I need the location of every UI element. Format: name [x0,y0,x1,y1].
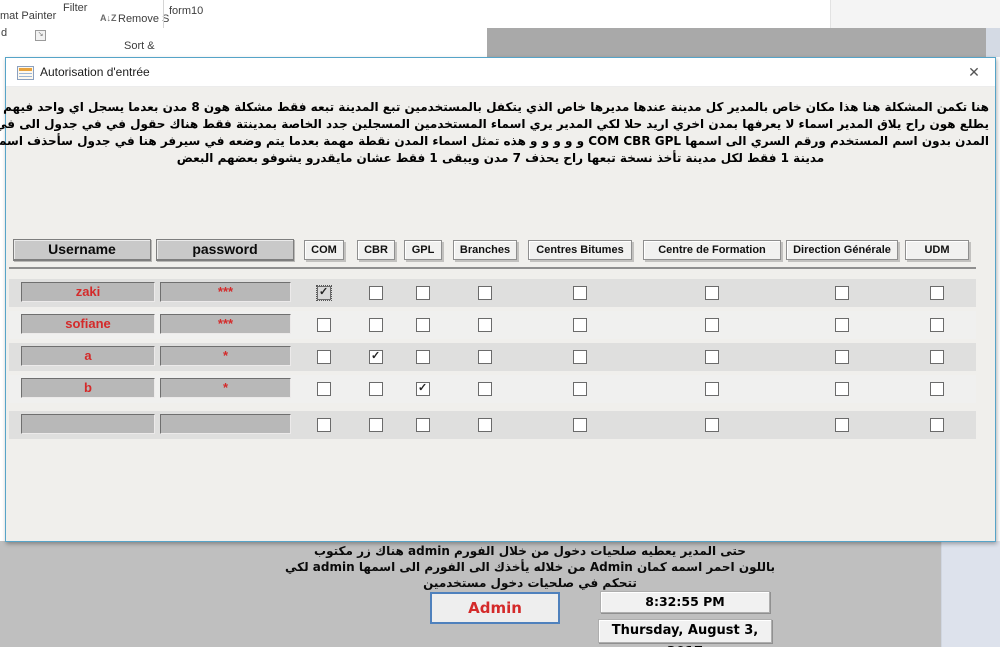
checkbox-com[interactable] [317,318,331,332]
checkbox-centre-de-formation[interactable] [705,382,719,396]
date-display: Thursday, August 3, 2017 [598,619,772,647]
checkbox-cbr[interactable] [369,286,383,300]
checkbox-direction-générale[interactable] [835,418,849,432]
password-column-header[interactable]: password [156,239,294,261]
intro-text: هنا تكمن المشكلة هنا هذا مكان خاص بالمدي… [0,99,989,167]
checkbox-gpl[interactable] [416,418,430,432]
workspace-right-strip [941,541,1000,647]
checkbox-gpl[interactable] [416,318,430,332]
text-line: باللون احمر اسمه كمان Admin من خلاله يأخ… [284,560,776,574]
checkbox-com[interactable] [317,350,331,364]
username-column-header[interactable]: Username [13,239,151,261]
filter-button[interactable]: Filter [63,2,88,14]
checkbox-centres-bitumes[interactable] [573,318,587,332]
checkbox-centres-bitumes[interactable] [573,286,587,300]
checkbox-cbr[interactable] [369,382,383,396]
column-header-centres-bitumes[interactable]: Centres Bitumes [528,240,632,260]
text-line: حتى المدير يعطيه صلحيات دخول من خلال الف… [314,544,746,558]
format-painter-label[interactable]: mat Painter [0,10,57,22]
text-line: تتحكم في صلحيات دخول مستخدمين [423,576,637,590]
checkbox-gpl[interactable] [416,381,430,396]
checkbox-cbr[interactable] [369,349,383,364]
checkbox-centres-bitumes[interactable] [573,418,587,432]
password-field[interactable]: * [160,346,291,366]
table-row: sofiane *** [9,311,976,339]
checkbox-cbr[interactable] [369,318,383,332]
checkbox-branches[interactable] [478,382,492,396]
checkbox-branches[interactable] [478,418,492,432]
admin-note-text: حتى المدير يعطيه صلحيات دخول من خلال الف… [230,543,830,591]
password-field[interactable]: *** [160,282,291,302]
checkbox-udm[interactable] [930,286,944,300]
checkbox-direction-générale[interactable] [835,318,849,332]
checkbox-centre-de-formation[interactable] [705,418,719,432]
text-line: هنا تكمن المشكلة هنا هذا مكان خاص بالمدي… [0,100,989,114]
remove-sort-icon: A↓Z [100,13,117,23]
checkbox-branches[interactable] [478,286,492,300]
table-row: b * [9,375,976,403]
username-field[interactable]: b [21,378,155,398]
checkbox-branches[interactable] [478,318,492,332]
checkbox-direction-générale[interactable] [835,286,849,300]
column-header-cbr[interactable]: CBR [357,240,395,260]
text-line: مدينة 1 فقط لكل مدينة تأخذ نسخة تبعها را… [176,151,825,165]
close-icon[interactable]: ✕ [968,64,980,80]
username-field[interactable]: sofiane [21,314,155,334]
background-form-top [487,28,1000,57]
username-field[interactable]: zaki [21,282,155,302]
admin-button[interactable]: Admin [430,592,560,624]
clipboard-group-label: d [1,27,8,39]
checkbox-centre-de-formation[interactable] [705,350,719,364]
column-header-gpl[interactable]: GPL [404,240,442,260]
column-header-direction-générale[interactable]: Direction Générale [786,240,898,260]
checkbox-udm[interactable] [930,350,944,364]
table-row: zaki *** [9,279,976,307]
checkbox-udm[interactable] [930,418,944,432]
column-header-udm[interactable]: UDM [905,240,969,260]
checkbox-centres-bitumes[interactable] [573,350,587,364]
form-tab-label[interactable]: form10 [169,5,204,17]
password-field[interactable]: *** [160,314,291,334]
sort-filter-group-label: Sort & [124,40,155,52]
dialog-launcher-icon[interactable]: ↘ [35,30,46,41]
time-display: 8:32:55 PM [600,591,770,613]
checkbox-direction-générale[interactable] [835,382,849,396]
checkbox-branches[interactable] [478,350,492,364]
text-line: يطلع هون راح يلاق المدير اسماء لا يعرفها… [0,117,989,131]
checkbox-udm[interactable] [930,382,944,396]
checkbox-centres-bitumes[interactable] [573,382,587,396]
dialog-title: Autorisation d'entrée [40,65,150,79]
column-header-branches[interactable]: Branches [453,240,517,260]
header-separator [9,267,976,269]
password-field[interactable] [160,414,291,434]
username-field[interactable] [21,414,155,434]
ribbon-right-area [830,0,1000,28]
checkbox-gpl[interactable] [416,350,430,364]
username-field[interactable]: a [21,346,155,366]
checkbox-cbr[interactable] [369,418,383,432]
workspace-edge [986,28,1000,57]
tab-separator [163,0,164,28]
password-field[interactable]: * [160,378,291,398]
checkbox-com[interactable] [317,382,331,396]
remove-sort-button[interactable]: Remove S [118,13,170,25]
table-row: a * [9,343,976,371]
checkbox-com[interactable] [317,418,331,432]
form-icon [17,66,34,80]
column-header-centre-de-formation[interactable]: Centre de Formation [643,240,781,260]
checkbox-gpl[interactable] [416,286,430,300]
column-header-com[interactable]: COM [304,240,344,260]
checkbox-com[interactable] [316,285,332,301]
checkbox-direction-générale[interactable] [835,350,849,364]
checkbox-udm[interactable] [930,318,944,332]
table-row [9,411,976,439]
dialog-titlebar[interactable]: Autorisation d'entrée ✕ [6,58,995,87]
autorisation-dialog: Autorisation d'entrée ✕ هنا تكمن المشكلة… [0,57,996,542]
checkbox-centre-de-formation[interactable] [705,286,719,300]
checkbox-centre-de-formation[interactable] [705,318,719,332]
text-line: المدن بدون اسم المستخدم ورقم السري الى ا… [0,134,989,148]
background-form: حتى المدير يعطيه صلحيات دخول من خلال الف… [0,541,1000,647]
